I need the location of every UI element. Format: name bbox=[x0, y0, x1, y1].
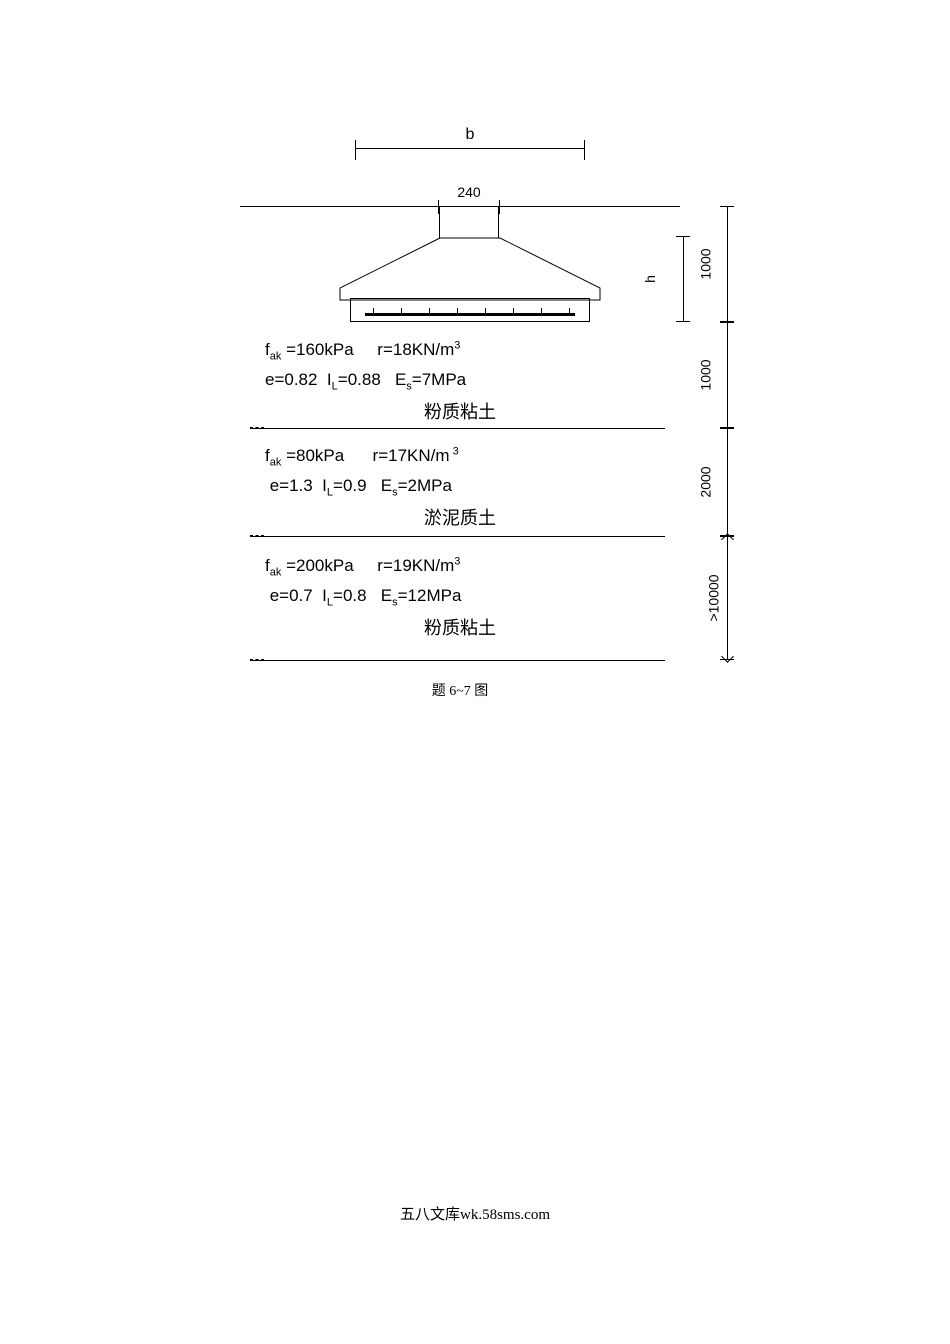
layer-divider bbox=[250, 428, 665, 429]
rebar-tick bbox=[541, 308, 542, 316]
rebar bbox=[365, 313, 575, 316]
rebar-tick bbox=[569, 308, 570, 316]
geotechnical-section-diagram: b 240 fak =160kPa r=18KN/m3 e=0.82 IL=0.… bbox=[240, 120, 740, 680]
wall-stem bbox=[439, 206, 499, 238]
page-footer: 五八文库wk.58sms.com bbox=[0, 1203, 950, 1224]
layer3-params-2: e=0.7 IL=0.8 Es=12MPa bbox=[265, 582, 655, 612]
dimension-h: h bbox=[650, 236, 690, 322]
vdim-line bbox=[683, 236, 684, 322]
layer2-params-1: fak =80kPa r=17KN/m 3 bbox=[265, 442, 655, 472]
layer3-name: 粉质粘土 bbox=[265, 614, 655, 643]
vdim-label: >10000 bbox=[706, 574, 722, 621]
layer2-name: 淤泥质土 bbox=[265, 504, 655, 533]
dimension-2000: 2000 bbox=[694, 428, 734, 536]
layer-divider bbox=[250, 536, 665, 537]
layer1-name: 粉质粘土 bbox=[265, 398, 655, 427]
vdim-label: 1000 bbox=[698, 359, 714, 390]
foundation-haunch bbox=[330, 236, 610, 302]
figure-caption: 题 6~7 图 bbox=[240, 680, 680, 700]
dimension-b: b bbox=[355, 120, 585, 160]
rebar-tick bbox=[401, 308, 402, 316]
rebar-tick bbox=[513, 308, 514, 316]
layer3-params-1: fak =200kPa r=19KN/m3 bbox=[265, 552, 655, 582]
vdim-tick bbox=[720, 322, 734, 323]
dim-line bbox=[355, 148, 585, 149]
vdim-line bbox=[727, 322, 728, 428]
layer2-params-2: e=1.3 IL=0.9 Es=2MPa bbox=[265, 472, 655, 502]
layer1-params-2: e=0.82 IL=0.88 Es=7MPa bbox=[265, 366, 655, 396]
vdim-label: 1000 bbox=[698, 248, 714, 279]
dim-b-label: b bbox=[355, 126, 585, 144]
vdim-arrow bbox=[721, 650, 734, 663]
vdim-label: 2000 bbox=[698, 466, 714, 497]
vdim-line bbox=[727, 206, 728, 322]
vdim-h-label: h bbox=[642, 275, 658, 283]
footing bbox=[350, 298, 590, 322]
vdim-tick bbox=[676, 236, 690, 237]
vdim-line bbox=[727, 536, 728, 660]
dim-ext bbox=[499, 200, 500, 214]
soil-layer-3: fak =200kPa r=19KN/m3 e=0.7 IL=0.8 Es=12… bbox=[265, 552, 655, 643]
layer1-params-1: fak =160kPa r=18KN/m3 bbox=[265, 336, 655, 366]
vdim-tick bbox=[720, 428, 734, 429]
soil-layer-1: fak =160kPa r=18KN/m3 e=0.82 IL=0.88 Es=… bbox=[265, 336, 655, 427]
vdim-tick bbox=[676, 321, 690, 322]
layer-divider bbox=[250, 660, 665, 661]
dim-240-label: 240 bbox=[428, 184, 510, 200]
dimension-10000: >10000 bbox=[694, 536, 734, 660]
rebar-tick bbox=[373, 308, 374, 316]
vdim-line bbox=[727, 428, 728, 536]
dimension-1000-top: 1000 bbox=[694, 206, 734, 322]
dimension-1000: 1000 bbox=[694, 322, 734, 428]
vdim-tick bbox=[720, 206, 734, 207]
soil-layer-2: fak =80kPa r=17KN/m 3 e=1.3 IL=0.9 Es=2M… bbox=[265, 442, 655, 533]
rebar-tick bbox=[485, 308, 486, 316]
rebar-tick bbox=[429, 308, 430, 316]
rebar-tick bbox=[457, 308, 458, 316]
